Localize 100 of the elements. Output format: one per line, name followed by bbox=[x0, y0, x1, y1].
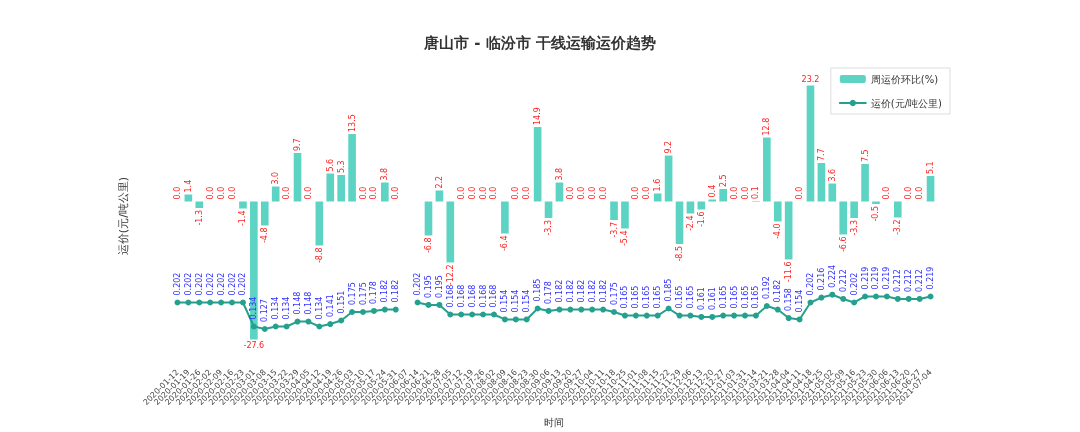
data-label: 2.5 bbox=[718, 174, 728, 188]
data-label: 0.0 bbox=[587, 186, 597, 200]
data-label: 0.168 bbox=[478, 284, 488, 308]
data-label: 0.0 bbox=[282, 186, 292, 200]
data-label: 0.165 bbox=[631, 285, 641, 309]
bar bbox=[533, 127, 542, 202]
data-label: 0.165 bbox=[740, 285, 750, 309]
data-label: 0.182 bbox=[380, 279, 390, 303]
data-label: 0.175 bbox=[358, 282, 368, 306]
bar bbox=[250, 201, 258, 340]
data-label: 0.168 bbox=[467, 284, 477, 308]
data-label: -27.6 bbox=[243, 340, 265, 350]
data-label: 0.0 bbox=[915, 186, 925, 200]
bar bbox=[184, 194, 193, 202]
data-label: 0.165 bbox=[653, 285, 663, 309]
data-label: 0.182 bbox=[554, 279, 564, 303]
bar bbox=[260, 201, 269, 226]
data-label: 0.219 bbox=[871, 266, 881, 290]
bar bbox=[501, 201, 509, 234]
data-label: 0.161 bbox=[707, 287, 717, 310]
data-label: 0.219 bbox=[882, 266, 892, 290]
data-label: 0.185 bbox=[664, 278, 674, 302]
data-label: 0.141 bbox=[325, 294, 335, 318]
data-label: 0.192 bbox=[762, 276, 772, 300]
bar bbox=[610, 201, 618, 220]
data-label: 0.185 bbox=[533, 278, 543, 302]
data-label: -3.3 bbox=[544, 219, 554, 236]
data-label: 0.178 bbox=[369, 281, 379, 304]
data-label: 0.4 bbox=[707, 184, 717, 198]
data-label: 0.148 bbox=[293, 291, 303, 315]
data-label: -1.4 bbox=[238, 210, 248, 227]
data-label: -4.0 bbox=[773, 223, 783, 240]
data-label: 0.219 bbox=[926, 266, 936, 290]
data-label: 0.165 bbox=[620, 285, 630, 309]
bar bbox=[446, 201, 455, 263]
data-label: 0.151 bbox=[336, 290, 346, 314]
data-label: 0.182 bbox=[598, 279, 608, 303]
data-label: 0.154 bbox=[795, 289, 805, 313]
data-label: 0.0 bbox=[489, 186, 499, 200]
data-label: -1.6 bbox=[696, 211, 706, 228]
data-label: 0.0 bbox=[467, 186, 477, 200]
data-label: -0.5 bbox=[871, 206, 881, 222]
data-label: 0.0 bbox=[358, 186, 368, 200]
bar bbox=[326, 173, 335, 202]
data-label: 0.1 bbox=[751, 186, 761, 199]
bar bbox=[839, 201, 848, 235]
data-label: 0.165 bbox=[675, 285, 685, 309]
data-label: -2.4 bbox=[685, 215, 695, 232]
bar bbox=[763, 137, 771, 202]
data-label: -6.4 bbox=[500, 235, 510, 252]
bar bbox=[893, 201, 902, 218]
bar bbox=[315, 201, 324, 246]
data-label: 0.168 bbox=[445, 284, 455, 308]
bar bbox=[555, 182, 564, 202]
data-label: 5.6 bbox=[325, 158, 335, 172]
data-label: 14.9 bbox=[533, 107, 543, 126]
data-label: -5.4 bbox=[620, 230, 630, 247]
data-label: 0.0 bbox=[631, 186, 641, 200]
data-label: 0.202 bbox=[205, 272, 215, 296]
data-label: 1.4 bbox=[183, 179, 193, 193]
data-label: 0.178 bbox=[544, 281, 554, 304]
data-label: 13.5 bbox=[347, 114, 357, 133]
data-label: 0.0 bbox=[598, 186, 608, 200]
data-label: 9.7 bbox=[293, 138, 303, 152]
bar bbox=[817, 163, 826, 202]
bar bbox=[828, 183, 837, 202]
data-label: 0.224 bbox=[827, 264, 837, 288]
data-label: 0.0 bbox=[882, 186, 892, 200]
data-label: 0.0 bbox=[172, 186, 182, 200]
data-label: -6.6 bbox=[838, 236, 848, 253]
bar bbox=[926, 176, 935, 202]
bar bbox=[195, 201, 204, 208]
bar bbox=[621, 201, 629, 229]
data-label: -3.7 bbox=[609, 221, 619, 238]
data-label: 3.8 bbox=[554, 167, 564, 181]
data-label: 0.182 bbox=[565, 279, 575, 303]
data-label: 0.212 bbox=[904, 269, 914, 292]
legend-label: 周运价环比(%) bbox=[870, 73, 939, 85]
data-label: 0.0 bbox=[511, 186, 521, 200]
data-label: 0.202 bbox=[194, 272, 204, 296]
data-label: 0.0 bbox=[576, 186, 586, 200]
bar bbox=[708, 199, 717, 202]
data-label: 0.182 bbox=[576, 279, 586, 303]
data-label: 0.134 bbox=[314, 296, 324, 320]
data-label: -12.2 bbox=[445, 264, 455, 286]
data-label: 7.5 bbox=[860, 149, 870, 163]
data-label: 0.168 bbox=[489, 284, 499, 308]
data-label: -1.3 bbox=[194, 210, 204, 226]
bar bbox=[271, 186, 280, 202]
bar bbox=[850, 201, 858, 218]
data-label: -11.6 bbox=[784, 261, 794, 283]
data-label: -4.8 bbox=[260, 227, 270, 244]
bar bbox=[784, 201, 793, 260]
chart-title: 唐山市 - 临汾市 干线运输运价趋势 bbox=[423, 33, 656, 52]
data-label: 0.134 bbox=[249, 296, 259, 320]
data-label: 3.0 bbox=[271, 171, 281, 185]
bar bbox=[675, 201, 684, 244]
data-label: 0.168 bbox=[456, 284, 466, 308]
data-label: 0.0 bbox=[729, 186, 739, 200]
data-label: 0.219 bbox=[860, 266, 870, 290]
